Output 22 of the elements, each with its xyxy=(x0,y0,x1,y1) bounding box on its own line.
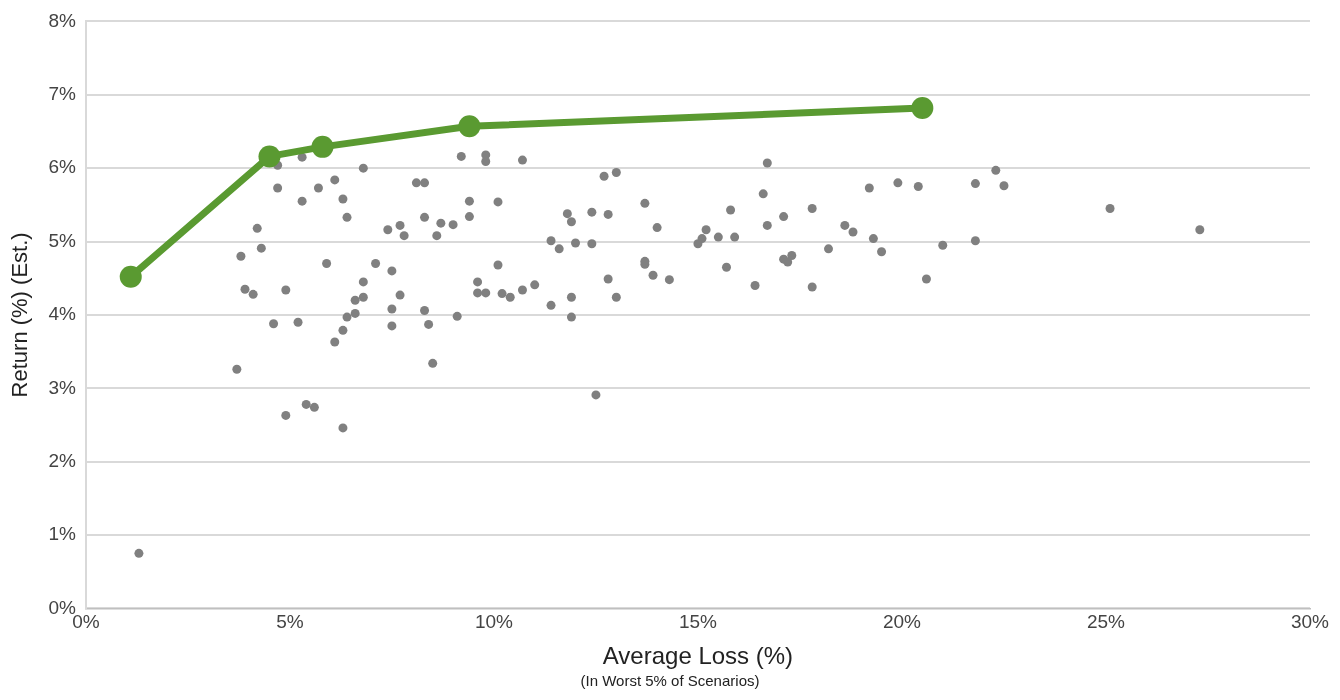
y-tick-label: 6% xyxy=(48,156,76,178)
point xyxy=(258,145,281,168)
x-tick-label: 25% xyxy=(1086,611,1126,633)
x-tick-label: 30% xyxy=(1290,611,1330,633)
text: (In Worst 5% of Scenarios) xyxy=(579,672,761,689)
y-tick-label: 1% xyxy=(48,523,76,545)
y-tick-label: 5% xyxy=(48,229,76,251)
y-tick-label: 8% xyxy=(48,9,76,31)
x-tick-label: 10% xyxy=(474,611,514,633)
y-tick-label: 7% xyxy=(48,83,76,105)
x-tick-label: 5% xyxy=(276,611,304,633)
x-tick-label: 20% xyxy=(882,611,922,633)
point xyxy=(911,96,934,119)
x-axis-title: Average Loss (%) xyxy=(602,642,794,670)
point xyxy=(458,115,481,138)
y-tick-label: 4% xyxy=(48,303,76,325)
x-tick-label: 15% xyxy=(678,611,718,633)
y-tick-label: 3% xyxy=(48,376,76,398)
y-tick-label: 2% xyxy=(48,449,76,471)
point xyxy=(311,135,334,158)
y-axis-title: Return (%) (Est.) xyxy=(7,232,33,398)
point xyxy=(119,265,142,288)
